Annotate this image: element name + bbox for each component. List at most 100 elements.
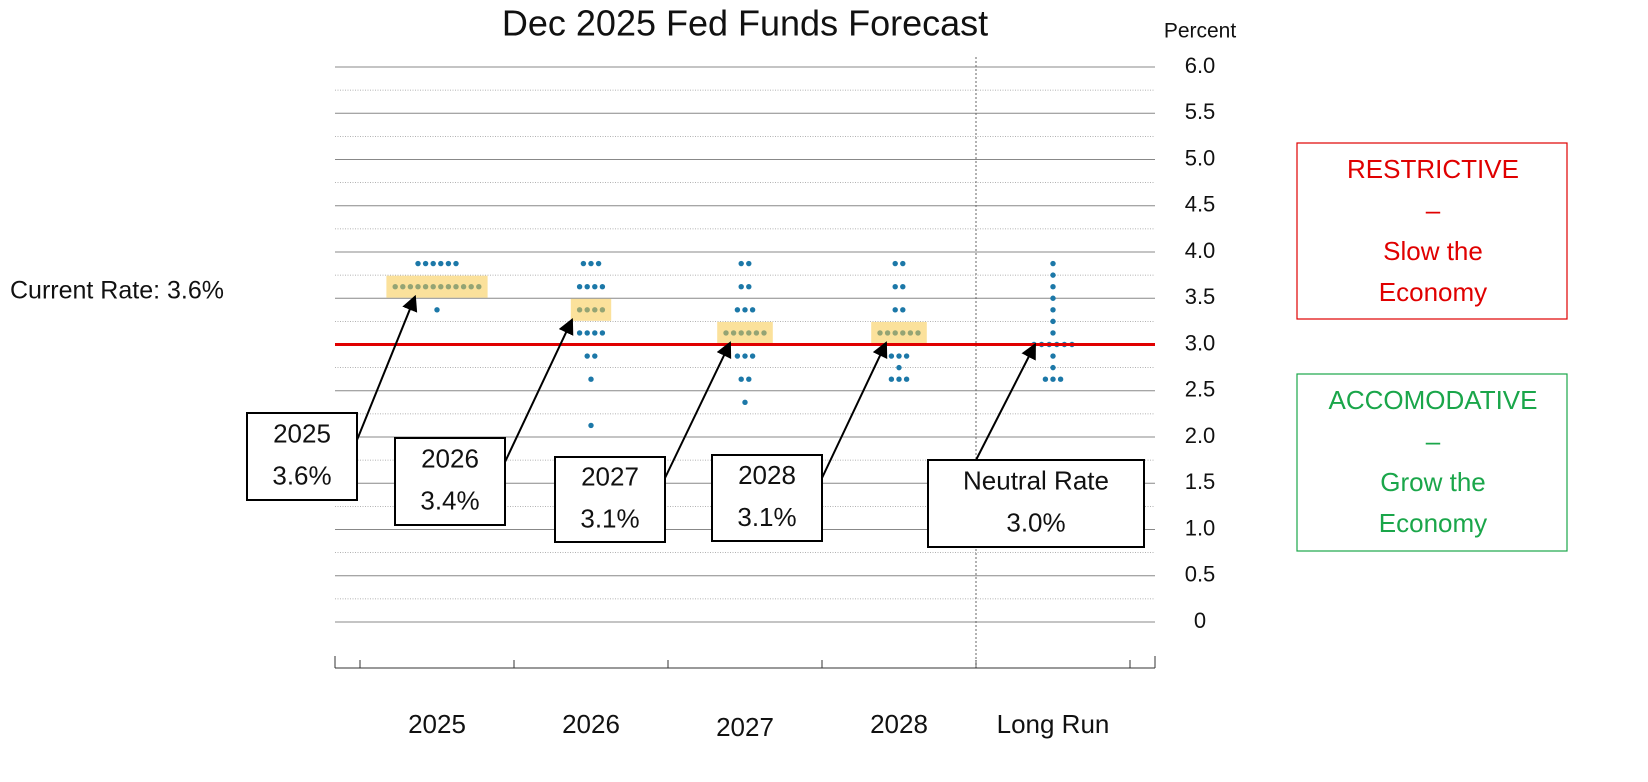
dot: [900, 260, 906, 267]
dot: [592, 330, 598, 336]
annotation-arrow: [821, 341, 888, 479]
dot: [900, 307, 906, 313]
dot: [896, 364, 902, 371]
y-tick-label: 6.0: [1185, 53, 1216, 78]
dot: [742, 353, 748, 359]
annotation-text: 2026: [421, 443, 479, 473]
dot: [1050, 307, 1056, 313]
annotation-text: 2028: [738, 460, 796, 490]
chart-title: Dec 2025 Fed Funds Forecast: [502, 3, 988, 44]
y-tick-label: 0: [1194, 608, 1206, 633]
annotation-box: [394, 437, 506, 526]
side-box-text: Slow the: [1383, 236, 1483, 266]
dot: [746, 260, 752, 267]
annotation-text: 3.4%: [420, 485, 479, 515]
dot: [1050, 353, 1056, 359]
side-box-text: –: [1426, 426, 1441, 456]
y-axis-label: Percent: [1164, 20, 1237, 43]
dot: [734, 353, 741, 359]
dot: [1050, 295, 1056, 301]
dot: [1050, 330, 1056, 336]
dot: [592, 353, 598, 359]
y-tick-label: 0.5: [1185, 562, 1216, 587]
dot: [892, 260, 898, 267]
dot: [896, 353, 902, 359]
dot: [749, 353, 756, 359]
dot: [584, 283, 590, 290]
dot: [453, 260, 459, 267]
dot: [892, 283, 898, 290]
side-box: [1296, 373, 1568, 552]
side-box-text: Economy: [1379, 277, 1487, 307]
dot: [588, 376, 594, 382]
y-tick-label: 3.5: [1185, 284, 1216, 309]
x-tick-label: 2028: [870, 709, 928, 739]
dot: [584, 330, 590, 336]
y-tick-label: 1.0: [1185, 515, 1216, 540]
dot: [888, 353, 895, 359]
median-highlight: [717, 321, 773, 344]
dot: [434, 307, 440, 313]
dot: [599, 283, 606, 290]
side-box-text: –: [1426, 195, 1441, 225]
y-tick-label: 2.0: [1185, 423, 1216, 448]
annotation-arrow: [356, 294, 418, 441]
dot: [746, 376, 752, 382]
dot: [599, 330, 606, 336]
dot: [746, 283, 752, 290]
dot: [1057, 376, 1064, 382]
dot: [1050, 318, 1056, 325]
side-box: [1296, 142, 1568, 320]
dot: [896, 376, 902, 382]
y-tick-label: 5.0: [1185, 145, 1216, 170]
dot: [1050, 364, 1056, 371]
y-tick-label: 1.5: [1185, 469, 1216, 494]
dot: [903, 376, 910, 382]
annotation-text: 2027: [581, 461, 639, 491]
annotation-text: 3.1%: [580, 503, 639, 533]
dot: [1050, 376, 1056, 382]
dot: [584, 353, 590, 359]
dot: [892, 307, 898, 313]
side-box-text: Economy: [1379, 508, 1487, 538]
dot: [888, 376, 895, 382]
dot: [1050, 283, 1056, 290]
median-highlight: [570, 298, 612, 321]
dot: [1042, 376, 1049, 382]
y-tick-label: 2.5: [1185, 377, 1216, 402]
dot: [445, 260, 452, 267]
dot: [749, 307, 756, 313]
dot: [738, 260, 744, 267]
annotation-text: 3.0%: [1006, 507, 1065, 537]
annotation-text: 2025: [273, 418, 331, 448]
y-tick-label: 3.0: [1185, 330, 1216, 355]
side-box-text: ACCOMODATIVE: [1329, 385, 1538, 415]
dot: [576, 283, 583, 290]
dot: [588, 422, 594, 429]
annotation-box: [246, 412, 358, 501]
dot: [903, 353, 910, 359]
dot: [415, 260, 421, 267]
dot: [734, 307, 741, 313]
y-tick-label: 5.5: [1185, 99, 1216, 124]
y-tick-label: 4.0: [1185, 238, 1216, 263]
dot: [742, 399, 748, 406]
annotation-box: [927, 459, 1145, 548]
annotation-text: Neutral Rate: [963, 465, 1109, 495]
annotation-arrow: [504, 318, 574, 463]
dot: [438, 260, 444, 267]
dot: [430, 260, 436, 267]
dot: [1050, 260, 1056, 267]
x-tick-label: 2027: [716, 712, 774, 742]
annotation-text: 3.6%: [272, 460, 331, 490]
dot: [576, 330, 583, 336]
side-box-text: RESTRICTIVE: [1347, 154, 1519, 184]
dot: [580, 260, 587, 267]
dot: [422, 260, 429, 267]
dot: [588, 260, 594, 267]
annotation-box: [711, 454, 823, 542]
dot: [595, 260, 602, 267]
dot: [900, 283, 906, 290]
annotation-arrow: [974, 342, 1036, 463]
